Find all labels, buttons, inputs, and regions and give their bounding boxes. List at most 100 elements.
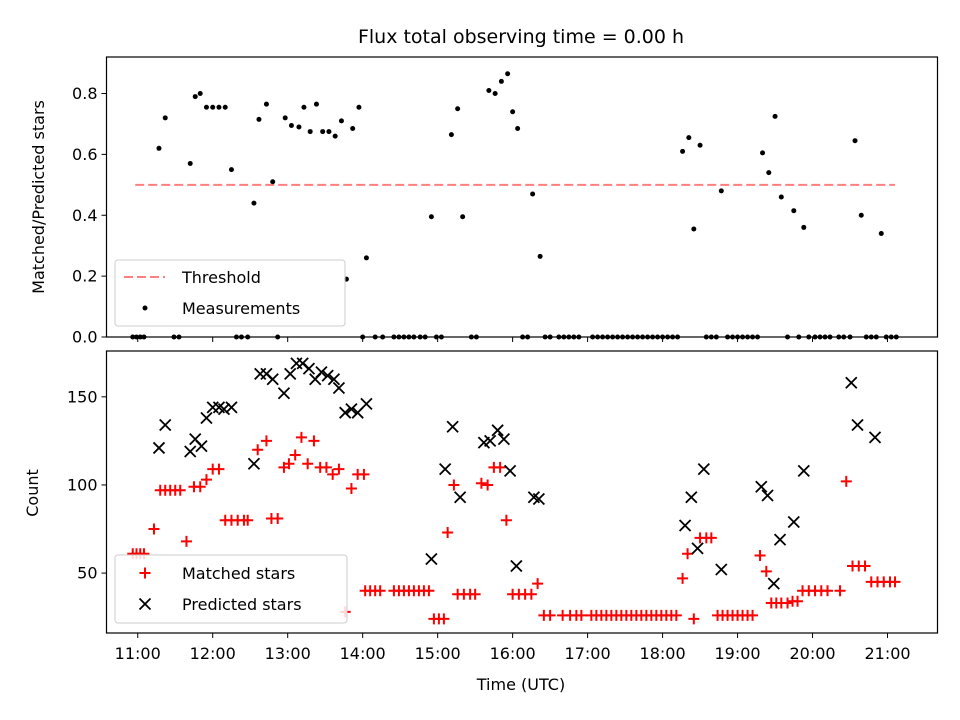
predicted-star-point [761, 489, 774, 502]
x-tick-label: 14:00 [340, 644, 386, 663]
predicted-star-point [773, 533, 787, 546]
matched-star-point [213, 463, 225, 475]
measurement-point [338, 118, 344, 124]
matched-star-point [148, 523, 160, 535]
ratio-legend-box [114, 259, 346, 327]
matched-star-point [302, 458, 314, 470]
x-tick-label: 11:00 [115, 644, 161, 663]
x-tick-label: 21:00 [864, 644, 910, 663]
ratio-legend: Threshold Measurements [114, 259, 346, 327]
measurement-point [760, 150, 766, 156]
matched-star-point [889, 576, 901, 588]
measurement-point [778, 194, 784, 200]
measurement-point [686, 135, 692, 141]
matched-star-point [840, 475, 852, 487]
measurement-point [537, 253, 543, 259]
predicted-star-point [787, 515, 800, 529]
x-tick-label: 17:00 [565, 644, 611, 663]
measurement-point [680, 148, 686, 154]
measurement-point [307, 129, 313, 135]
measurement-point [791, 208, 797, 214]
measurement-point [320, 129, 326, 135]
measurement-point [192, 94, 198, 100]
measurement-point [197, 91, 203, 97]
predicted-star-point [332, 381, 346, 395]
measurement-point [878, 231, 884, 237]
predicted-star-point [184, 445, 197, 458]
measurement-point [301, 104, 307, 110]
matched-star-point [782, 597, 794, 609]
predicted-star-point [217, 403, 231, 416]
predicted-star-point [510, 559, 523, 573]
predicted-star-point [446, 420, 459, 433]
matched-star-point [180, 535, 192, 547]
measurement-point [772, 113, 778, 119]
matched-star-point [327, 468, 339, 480]
ratio-y-tick-label: 0.0 [72, 328, 97, 347]
measurement-point [313, 101, 319, 107]
predicted-star-point [152, 441, 166, 455]
predicted-star-point [200, 411, 213, 425]
matched-star-point [688, 613, 700, 625]
measurement-point [718, 188, 724, 194]
legend-predicted-swatch [138, 597, 152, 611]
count-y-tick-label: 150 [67, 387, 98, 406]
legend-predicted-label: Predicted stars [182, 595, 302, 614]
measurement-point [530, 191, 536, 197]
measurement-point [156, 145, 162, 151]
legend-measurements-label: Measurements [182, 299, 300, 318]
x-tick-label: 16:00 [490, 644, 536, 663]
matched-star-point [670, 609, 682, 621]
measurement-point [858, 212, 864, 218]
count-y-tick-label: 50 [77, 564, 97, 583]
matched-star-point [272, 512, 284, 524]
legend-matched-label: Matched stars [182, 564, 295, 583]
matched-star-point [760, 565, 772, 577]
count-axes-layer: 50 100 150 11:00 12:00 13:00 14:00 15:00 16:00 17… [67, 387, 911, 663]
matched-star-point [859, 560, 871, 572]
measurement-point [428, 214, 434, 220]
measurement-point [852, 138, 858, 144]
matched-star-point [494, 461, 506, 473]
measurement-point [515, 126, 521, 132]
matched-star-point [289, 449, 301, 461]
matched-star-point [320, 461, 332, 473]
measurement-point [256, 116, 262, 122]
matched-star-point [242, 514, 254, 526]
measurement-point [216, 104, 222, 110]
matched-star-point [260, 435, 272, 447]
matched-star-point [194, 481, 206, 493]
legend-measurements-swatch [142, 305, 148, 311]
predicted-star-point [715, 563, 728, 576]
predicted-star-point [678, 519, 692, 532]
matched-star-point [345, 482, 357, 494]
measurement-point [162, 115, 168, 121]
predicted-star-point [425, 552, 438, 566]
measurement-point [296, 124, 302, 130]
matched-star-point [295, 431, 307, 443]
matched-star-point [834, 585, 846, 597]
measurement-point [766, 170, 772, 176]
matched-star-point [333, 463, 345, 475]
matched-star-point [308, 435, 320, 447]
matched-star-point [200, 474, 212, 486]
matched-star-point [438, 613, 450, 625]
predicted-star-point [247, 457, 261, 470]
legend-threshold-label: Threshold [181, 268, 261, 287]
predicted-star-point [532, 492, 546, 506]
measurement-point [251, 200, 257, 206]
ratio-plot: 0.00.20.40.60.8 Matched/Predicted stars … [29, 56, 939, 347]
matched-star-point [575, 609, 587, 621]
predicted-star-point [327, 373, 341, 386]
matched-star-point [705, 532, 717, 544]
predicted-star-point [339, 406, 352, 419]
measurement-point [326, 129, 332, 135]
predicted-star-point [266, 373, 279, 386]
x-tick-label: 18:00 [640, 644, 686, 663]
measurement-point [350, 126, 356, 132]
predicted-star-point [159, 418, 172, 432]
count-y-tick-label: 100 [67, 475, 98, 494]
count-legend: Matched stars Predicted stars [114, 554, 348, 624]
ratio-axes-layer: 0.0 0.2 0.4 0.6 0.8 [72, 84, 889, 347]
predicted-star-point [497, 432, 511, 446]
